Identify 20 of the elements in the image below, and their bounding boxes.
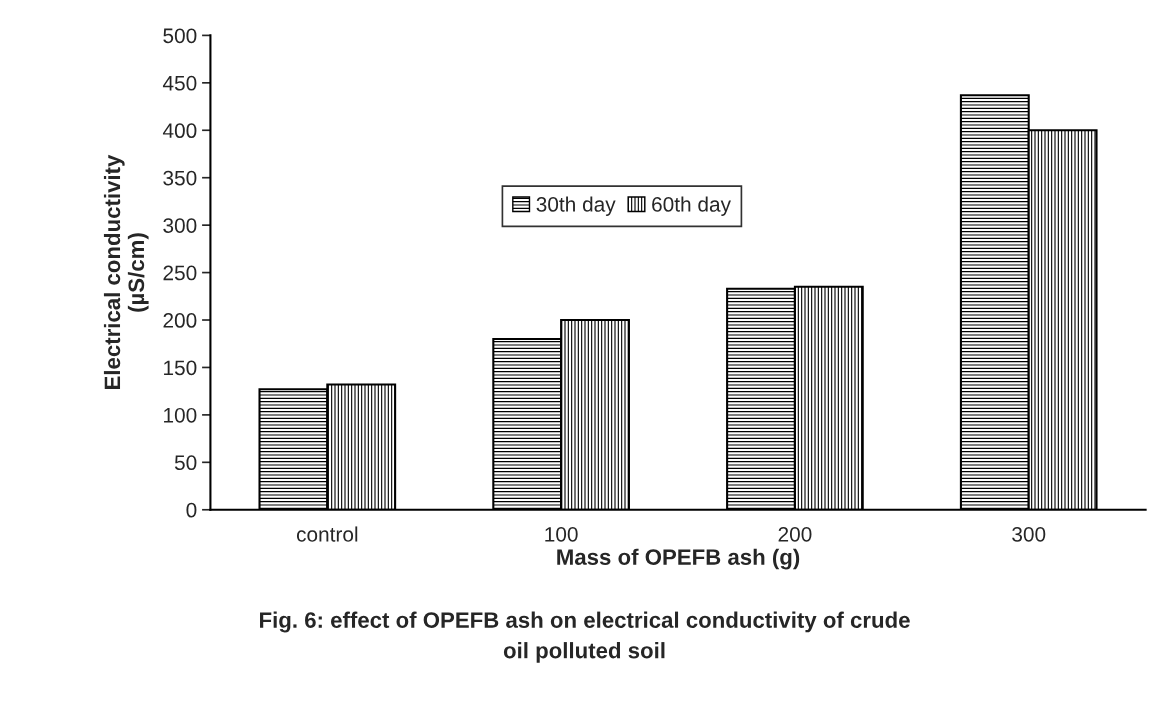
- y-tick-label: 150: [164, 360, 197, 376]
- y-tick-label: 200: [163, 313, 197, 328]
- y-tick-label: 400: [162, 123, 197, 139]
- y-tick-label: 250: [163, 265, 197, 281]
- y-tick-label: 0: [186, 502, 197, 518]
- y-tick-label: 350: [163, 170, 197, 186]
- x-tick-label: 300: [1012, 526, 1046, 542]
- y-tick-label: 300: [163, 218, 197, 233]
- x-tick-label: control: [296, 526, 358, 542]
- x-tick-label: 100: [545, 526, 578, 542]
- y-tick-label: 500: [163, 28, 197, 44]
- y-tick-label: 450: [162, 75, 197, 91]
- x-tick-label: 200: [778, 526, 812, 542]
- y-axis-title: Electrical conductivity (µS/cm): [103, 154, 149, 390]
- x-axis-title: Mass of OPEFB ash (g): [557, 548, 800, 570]
- legend-label: 60th day: [652, 196, 731, 216]
- y-tick-label: 100: [164, 407, 197, 423]
- y-tick-label: 50: [174, 455, 197, 471]
- caption: Fig. 6: effect of OPEFB ash on electrical conductivity of crude oil polluted soil: [260, 611, 910, 663]
- legend-label: 30th day: [536, 196, 616, 216]
